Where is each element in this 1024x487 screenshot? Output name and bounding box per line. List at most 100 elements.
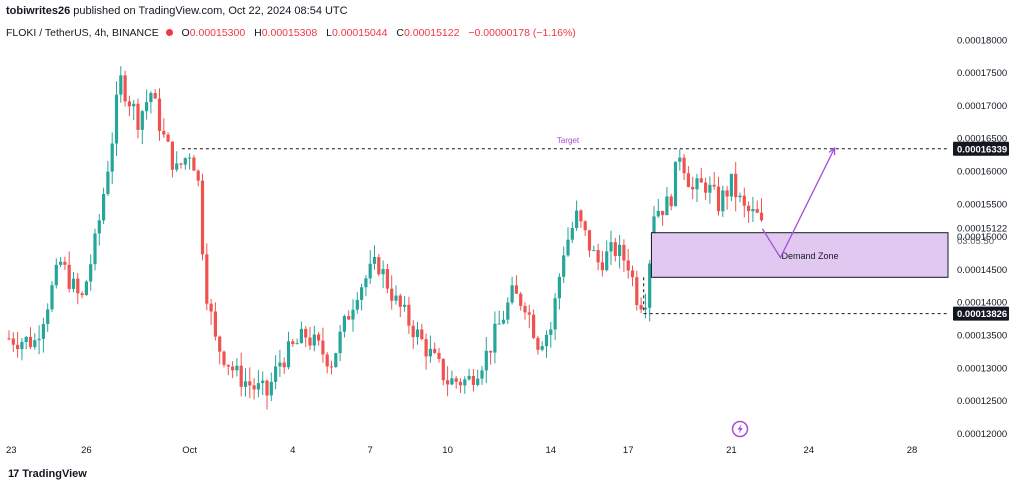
candle [71,271,76,293]
candle [377,253,381,277]
candle [398,293,402,318]
candle [480,366,484,385]
candle [407,296,411,334]
candle [355,292,359,314]
projection-path[interactable] [761,147,836,259]
x-tick-label: 28 [907,445,918,456]
candle [325,352,329,374]
candle [183,157,187,170]
candle [63,256,67,270]
candle [80,291,84,299]
projection-arrowhead-icon [828,146,836,156]
candle [648,260,652,322]
candle [261,371,265,396]
candle [678,149,682,171]
candle [226,364,230,376]
candle [501,310,506,325]
candle [269,372,273,402]
candle [665,187,669,216]
candle [656,198,660,218]
candle [484,336,488,384]
target-price-tag: 0.00016339 [953,141,1009,156]
candle [523,302,527,320]
candle [123,70,127,107]
candle [704,177,708,200]
lightning-event-icon[interactable] [731,420,749,438]
candle [437,347,441,363]
candle [596,243,600,271]
candle [291,338,295,347]
time-axis: 23 26 Oct 4 7 10 14 17 21 24 28 [6,445,917,456]
candle [510,276,514,305]
candle [162,118,166,138]
candle [321,327,325,363]
candle [635,270,639,311]
low-value: 0.00015044 [331,27,388,39]
annotations-layer: Demand Zone Target [181,136,949,438]
candle [579,209,583,228]
candle [127,95,131,117]
high-value: 0.00015308 [261,27,318,39]
close-label: C [396,27,404,39]
candle [514,275,518,294]
x-tick-label: 26 [81,445,92,456]
candle [308,326,312,350]
candle [59,257,63,268]
candle [519,291,523,311]
symbol-name: FLOKI / TetherUS, 4h, BINANCE [6,27,159,39]
candle [97,214,101,246]
candle [89,254,93,291]
author-name[interactable]: tobiwrites26 [6,5,71,17]
countdown-label: 03:05:50 [957,236,994,247]
candle [67,251,71,293]
candle [497,310,501,325]
x-tick-label: 17 [623,445,634,456]
candle [630,265,635,287]
y-tick-label: 0.00018000 [957,35,1007,46]
candle [93,228,97,271]
candle [235,358,239,377]
x-tick-label: 7 [368,445,373,456]
candle [364,275,368,297]
candle [622,239,626,272]
candle [661,210,665,226]
candle [600,250,604,277]
candle [200,173,205,261]
candle [179,162,183,169]
candle [256,369,260,398]
candle [282,357,286,374]
demand-zone-label: Demand Zone [781,251,838,261]
candle [334,352,338,368]
candle [562,246,566,284]
x-tick-label: 4 [290,445,295,456]
open-value: 0.00015300 [189,27,246,39]
y-tick-label: 0.00014000 [957,298,1007,309]
tradingview-logo[interactable]: 17 TradingView [8,468,87,480]
candle [149,91,153,114]
candle [716,176,721,216]
candle [231,361,235,379]
candle [536,335,540,355]
candle [20,337,24,361]
candle [618,234,622,269]
candle [54,258,58,289]
svg-text:0.00013826: 0.00013826 [957,309,1007,320]
candle [394,285,398,305]
y-tick-label: 0.00016500 [957,134,1007,145]
x-tick-label: 24 [804,445,815,456]
candle [188,153,192,170]
demand-zone[interactable] [650,232,949,278]
close-value: 0.00015122 [403,27,460,39]
x-tick-label: 23 [6,445,17,456]
candle [7,330,11,341]
candle [347,310,351,320]
candle [751,196,755,222]
candle [489,350,493,365]
publish-header: tobiwrites26 published on TradingView.co… [6,5,348,17]
candle [329,360,334,375]
candle [441,358,445,386]
x-tick-label: 14 [546,445,557,456]
candle [218,335,222,365]
svg-text:0.00016339: 0.00016339 [957,144,1007,155]
